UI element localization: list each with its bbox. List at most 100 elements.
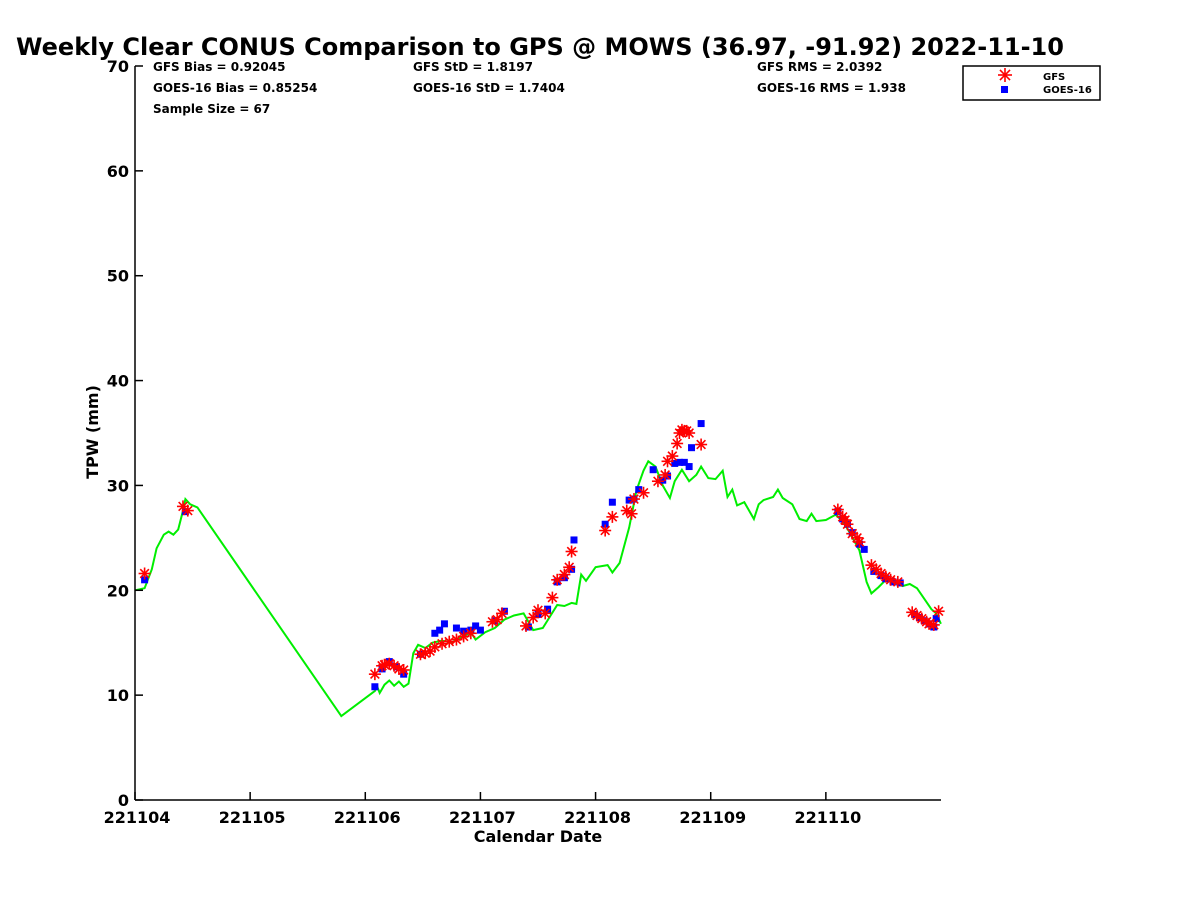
legend-goes-marker: [1001, 86, 1008, 93]
legend-gfs-label: GFS: [1043, 72, 1065, 83]
goes-point: [371, 683, 379, 691]
gfs-point: [181, 504, 194, 517]
goes-point: [649, 466, 657, 474]
gfs-point: [599, 524, 612, 537]
goes-point: [601, 520, 609, 528]
gfs-point: [558, 568, 571, 581]
goes-point: [181, 508, 189, 516]
gfs-point: [551, 573, 564, 586]
goes-point: [685, 463, 693, 471]
gfs-point: [397, 663, 410, 676]
x-tick-label: 221107: [449, 808, 516, 827]
goes-point: [625, 496, 633, 504]
goes-point: [476, 626, 484, 634]
stat-sample-size: Sample Size = 67: [153, 102, 270, 116]
stat-goes-std: GOES-16 StD = 1.7404: [413, 81, 565, 95]
gfs-point: [671, 437, 684, 450]
goes-point: [688, 444, 696, 452]
y-tick-label: 50: [107, 267, 129, 286]
gfs-point: [464, 627, 477, 640]
gfs-point: [625, 507, 638, 520]
gfs-point: [637, 486, 650, 499]
y-axis-label: TPW (mm): [83, 385, 102, 479]
goes-point: [141, 576, 149, 584]
gfs-point: [520, 619, 533, 632]
axes: 0 10 20 30 40 50 60 70 221104 221105 221106 221107 2…: [104, 57, 941, 827]
x-tick-label: 221109: [679, 808, 746, 827]
stat-gfs-bias: GFS Bias = 0.92045: [153, 60, 285, 74]
gfs-point: [565, 545, 578, 558]
gfs-point: [527, 611, 540, 624]
gfs-point: [659, 468, 672, 481]
goes-point: [452, 624, 460, 632]
x-tick-label: 221108: [564, 808, 631, 827]
stat-goes-bias: GOES-16 Bias = 0.85254: [153, 81, 317, 95]
goes-point: [635, 486, 643, 494]
gfs-point: [392, 662, 405, 675]
goes-point: [896, 579, 904, 587]
legend-gfs-marker: [998, 68, 1012, 82]
goes-point: [664, 472, 672, 480]
goes-point: [671, 459, 679, 467]
x-tick-label: 221106: [334, 808, 401, 827]
y-tick-label: 70: [107, 57, 129, 76]
gfs-point: [627, 493, 640, 506]
gfs-point: [496, 607, 509, 620]
y-tick-label: 0: [118, 791, 129, 810]
goes-point: [544, 605, 552, 613]
goes-point: [570, 536, 578, 544]
goes-point: [431, 629, 439, 637]
y-tick-label: 60: [107, 162, 129, 181]
goes-point: [932, 615, 940, 623]
legend-gfs-asterisk: [998, 68, 1012, 82]
goes-point: [440, 620, 448, 628]
goes-point: [676, 458, 684, 466]
gfs-point: [831, 503, 844, 516]
goes-marker-layer: [141, 420, 940, 691]
gfs-point: [491, 613, 504, 626]
x-axis-label: Calendar Date: [474, 827, 603, 846]
gfs-point: [666, 450, 679, 463]
gfs-point: [563, 561, 576, 574]
goes-point: [659, 476, 667, 484]
gfs-point: [927, 618, 940, 631]
y-tick-label: 20: [107, 581, 129, 600]
gfs-marker-layer: [138, 423, 945, 681]
gfs-point: [138, 567, 151, 580]
goes-point: [524, 623, 532, 631]
gfs-point: [891, 575, 904, 588]
goes-point: [697, 420, 705, 428]
gfs-point: [539, 607, 552, 620]
legend: GFS GOES-16: [962, 65, 1101, 101]
y-tick-label: 40: [107, 372, 129, 391]
stats-block: GFS Bias = 0.92045 GOES-16 Bias = 0.8525…: [153, 60, 906, 116]
x-tick-label: 221104: [104, 808, 171, 827]
gfs-point: [932, 605, 945, 618]
gfs-point: [923, 617, 936, 630]
gps-series-line: [134, 459, 942, 718]
goes-point: [860, 545, 868, 553]
goes-point: [472, 622, 480, 630]
stat-gfs-rms: GFS RMS = 2.0392: [757, 60, 882, 74]
goes-point: [491, 617, 499, 625]
x-tick-label: 221110: [794, 808, 861, 827]
gfs-point: [368, 668, 381, 681]
gfs-point: [651, 475, 664, 488]
chart-title: Weekly Clear CONUS Comparison to GPS @ M…: [16, 33, 1064, 61]
gfs-point: [606, 510, 619, 523]
stat-goes-rms: GOES-16 RMS = 1.938: [757, 81, 906, 95]
gps-line-layer: [134, 459, 942, 718]
legend-goes-label: GOES-16: [1043, 85, 1092, 96]
gfs-point: [683, 427, 696, 439]
goes-point: [608, 498, 616, 506]
y-tick-label: 10: [107, 686, 129, 705]
gfs-point: [695, 438, 708, 451]
gfs-point: [853, 536, 866, 549]
x-tick-label: 221105: [219, 808, 286, 827]
goes-point: [436, 626, 444, 634]
goes-point: [680, 458, 688, 466]
y-tick-label: 30: [107, 476, 129, 495]
stat-gfs-std: GFS StD = 1.8197: [413, 60, 533, 74]
gfs-point: [546, 591, 559, 604]
